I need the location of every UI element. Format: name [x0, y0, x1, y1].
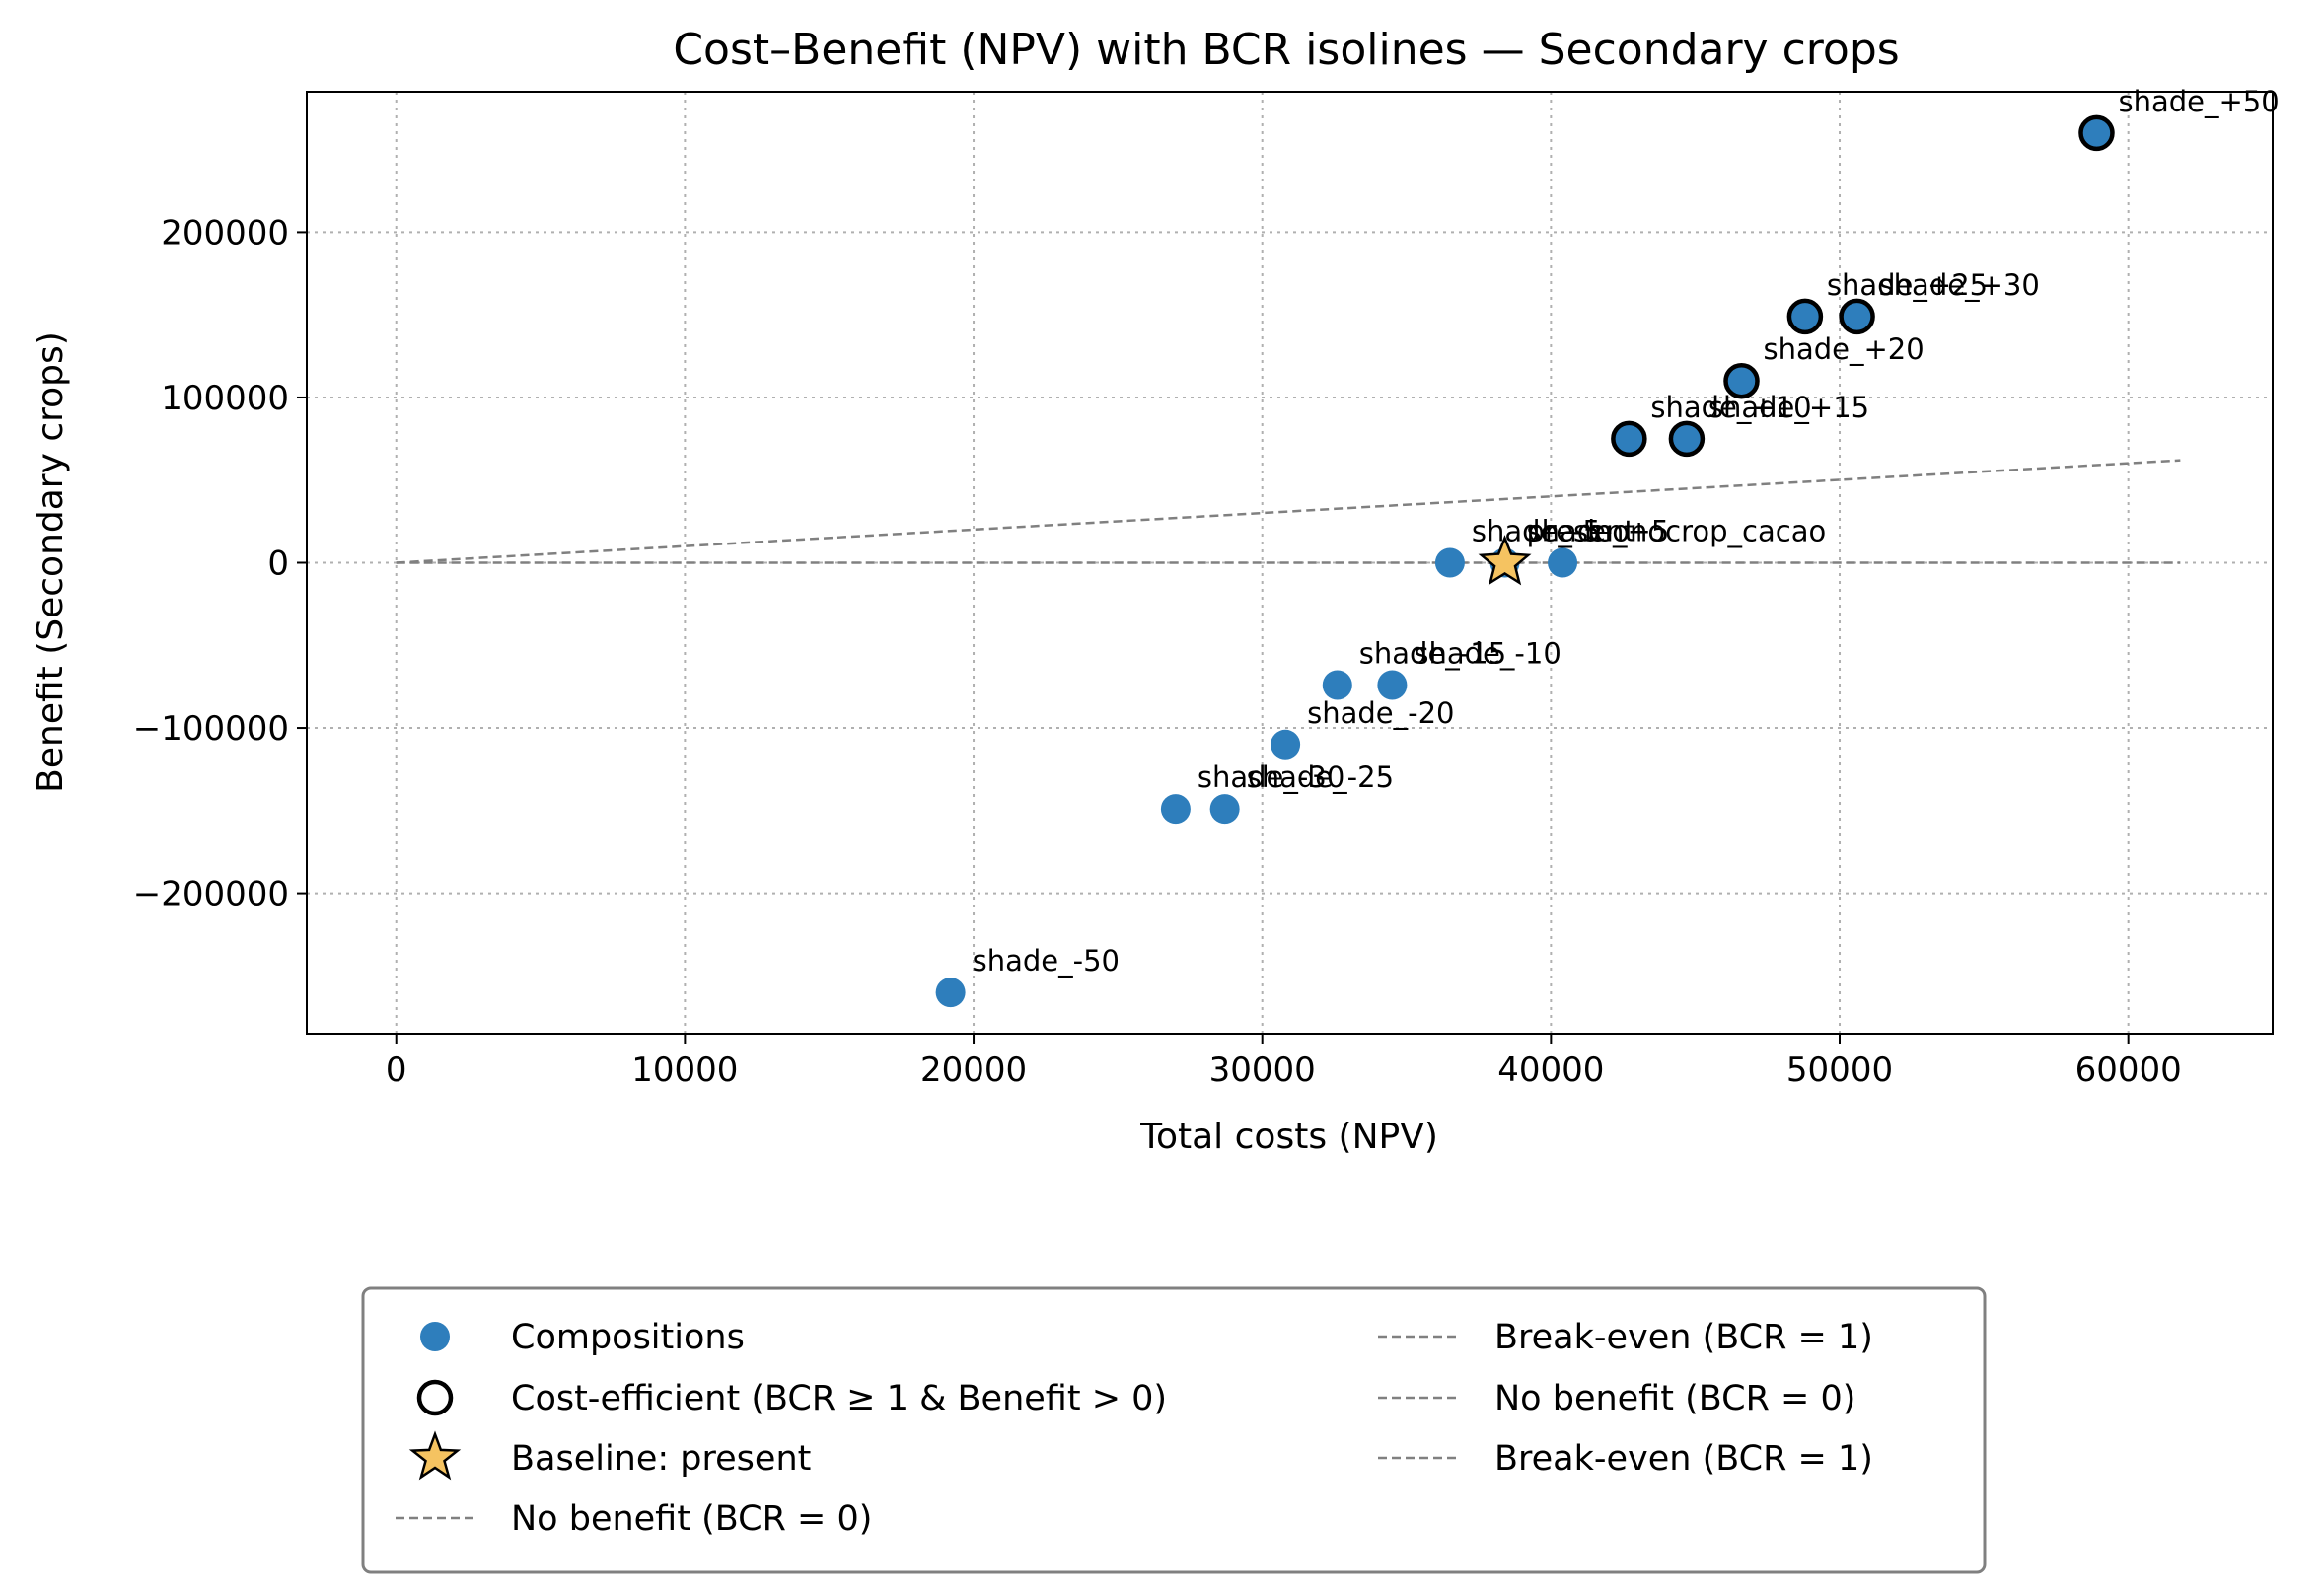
point-shade_-20 [1271, 729, 1301, 760]
x-tick-label: 0 [386, 1051, 407, 1090]
isolines [396, 459, 2181, 564]
x-tick-label: 20000 [920, 1051, 1027, 1090]
point-label: shade_+20 [1764, 332, 1925, 366]
legend-label: Break-even (BCR = 1) [1494, 1439, 1873, 1479]
y-tick-label: 0 [267, 544, 289, 584]
point-label: shade_+10 [1650, 391, 1811, 424]
point-shade_-50 [935, 978, 966, 1008]
baseline-star [1478, 535, 1532, 586]
y-tick-label: −100000 [133, 709, 289, 749]
x-tick-label: 50000 [1786, 1051, 1893, 1090]
y-tick-label: 100000 [161, 379, 289, 418]
y-tick-label: −200000 [133, 875, 289, 914]
point-label: shade_+5 [1527, 515, 1670, 548]
x-tick-label: 40000 [1497, 1051, 1604, 1090]
point-shade_+50 [2078, 114, 2115, 152]
point-shade_-30 [1160, 794, 1191, 825]
point-label: shade_-20 [1307, 696, 1454, 730]
point-label: shade_-10 [1414, 636, 1561, 670]
point-shade_+20 [1723, 362, 1760, 399]
point-label: shade_-50 [973, 944, 1120, 978]
x-tick-label: 30000 [1209, 1051, 1316, 1090]
point-label: shade_+50 [2118, 85, 2279, 118]
point-shade_+25 [1786, 298, 1824, 335]
data-points [935, 114, 2115, 1008]
point-label: shade_-5 [1472, 515, 1601, 548]
x-tick-label: 10000 [631, 1051, 738, 1090]
legend-label: Break-even (BCR = 1) [1494, 1318, 1873, 1357]
y-axis-label: Benefit (Secondary crops) [31, 331, 71, 793]
point-label: shade_-25 [1247, 761, 1394, 794]
chart-title: Cost–Benefit (NPV) with BCR isolines — S… [673, 25, 1899, 75]
legend-label: No benefit (BCR = 0) [511, 1499, 872, 1539]
point-label: shade_-15 [1359, 636, 1506, 670]
axis-ticks: 0 10000 20000 30000 40000 50000 60000 −200000 −1… [133, 213, 2182, 1090]
point-shade_-10 [1377, 670, 1408, 700]
legend-label: Compositions [511, 1318, 745, 1357]
legend-marker-cost-efficient [416, 1379, 454, 1416]
legend-marker-baseline [408, 1430, 462, 1481]
point-label: shade_+15 [1708, 391, 1869, 424]
x-tick-label: 60000 [2075, 1051, 2182, 1090]
legend-label: No benefit (BCR = 0) [1494, 1379, 1855, 1418]
point-shade_+15 [1668, 420, 1706, 458]
legend-label: Baseline: present [511, 1439, 811, 1479]
point-monocrop_cacao [1548, 547, 1578, 578]
point-label: shade_+30 [1879, 268, 2040, 302]
point-label: present [1527, 515, 1635, 548]
point-shade_-5 [1434, 547, 1465, 578]
legend-box [361, 1286, 1987, 1574]
point-label: monocrop_cacao [1584, 515, 1826, 548]
legend-label: Cost-efficient (BCR ≥ 1 & Benefit > 0) [511, 1379, 1167, 1418]
point-label: shade_+25 [1827, 268, 1988, 302]
y-tick-label: 200000 [161, 213, 289, 253]
point-shade_-15 [1322, 670, 1352, 700]
x-axis-label: Total costs (NPV) [1139, 1117, 1438, 1157]
point-label: shade_-30 [1198, 761, 1344, 794]
point-shade_-25 [1209, 794, 1240, 825]
legend: Compositions Cost-efficient (BCR ≥ 1 & Be… [361, 1286, 1987, 1574]
legend-marker-compositions [420, 1322, 450, 1351]
point-shade_+30 [1839, 298, 1875, 335]
isoline-bcr-1 [396, 459, 2181, 564]
point-shade_+10 [1611, 420, 1647, 458]
